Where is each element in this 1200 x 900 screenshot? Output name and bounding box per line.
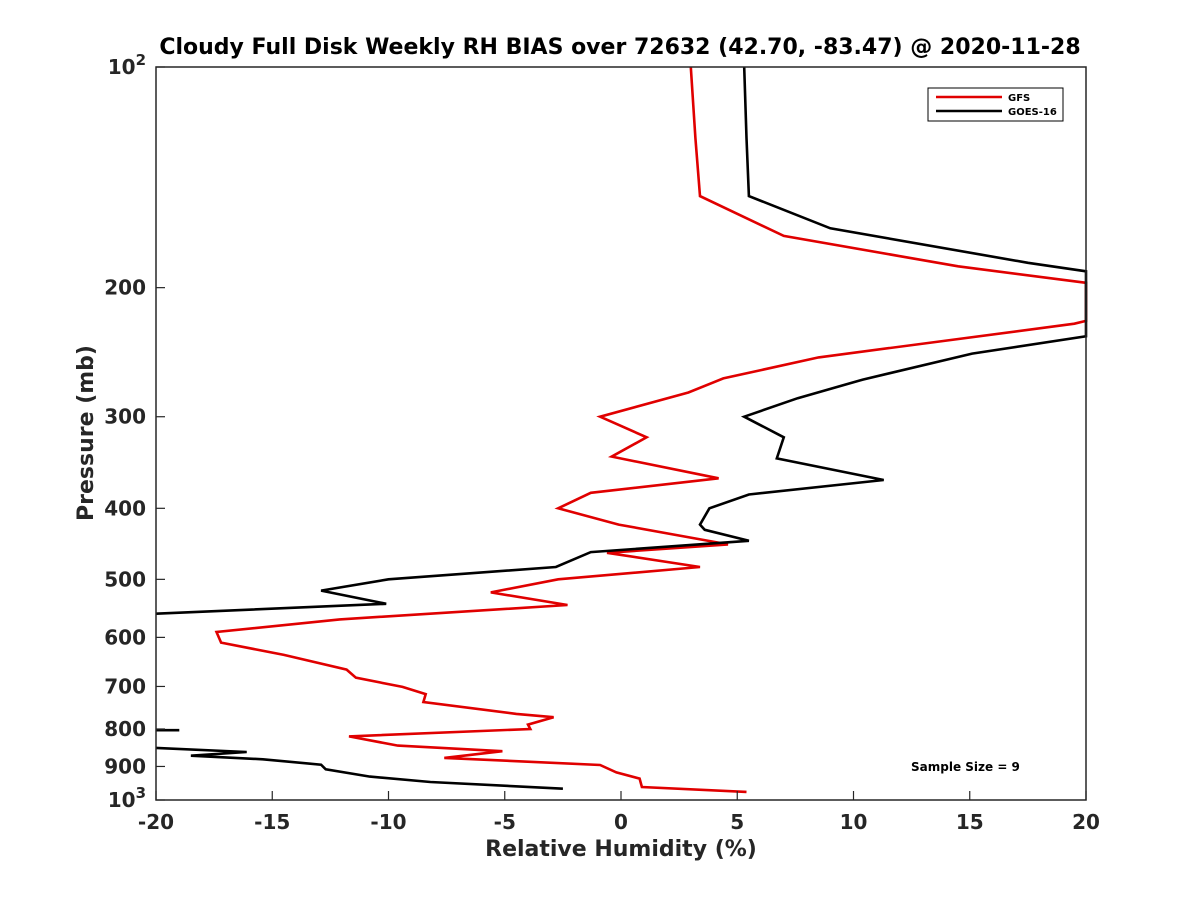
y-tick-label: 400: [104, 496, 146, 520]
y-axis-ticks: 102 200 300 400 500 600 700 800 900 103: [104, 51, 165, 812]
legend-box: [927, 87, 1064, 122]
series-segment-goes16: [155, 746, 563, 790]
legend: GFS GOES-16: [927, 87, 1064, 122]
series-line-goes16: [155, 66, 1088, 615]
y-tick-label: 102: [108, 51, 146, 79]
x-tick-label: 5: [730, 810, 744, 834]
x-tick-label: 10: [840, 810, 868, 834]
sample-size-annotation: Sample Size = 9: [911, 760, 1020, 774]
x-tick-label: 20: [1072, 810, 1100, 834]
x-axis-title: Relative Humidity (%): [485, 837, 757, 862]
legend-label-gfs: GFS: [1008, 93, 1030, 104]
x-tick-label: -20: [138, 810, 174, 834]
y-tick-label: 103: [108, 784, 146, 812]
y-axis-title: Pressure (mb): [74, 345, 99, 521]
x-tick-label: -15: [254, 810, 290, 834]
y-tick-label: 600: [104, 625, 146, 649]
y-tick-label: 700: [104, 674, 146, 698]
y-tick-label: 200: [104, 276, 146, 300]
series-line-gfs: [214, 66, 1088, 794]
x-tick-label: -10: [370, 810, 406, 834]
y-tick-label: 500: [104, 567, 146, 591]
y-tick-label: 300: [104, 405, 146, 429]
x-tick-label: 15: [956, 810, 984, 834]
y-tick-label: 900: [104, 754, 146, 778]
x-tick-label: 0: [614, 810, 628, 834]
plot-lines: [155, 66, 1088, 794]
x-tick-label: -5: [494, 810, 516, 834]
y-tick-label: 800: [104, 717, 146, 741]
chart-title: Cloudy Full Disk Weekly RH BIAS over 726…: [159, 35, 1080, 60]
plot-area-frame: [155, 66, 1087, 801]
legend-label-goes16: GOES-16: [1008, 107, 1057, 118]
x-axis-ticks: -20 -15 -10 -5 0 5 10 15 20: [138, 791, 1100, 834]
